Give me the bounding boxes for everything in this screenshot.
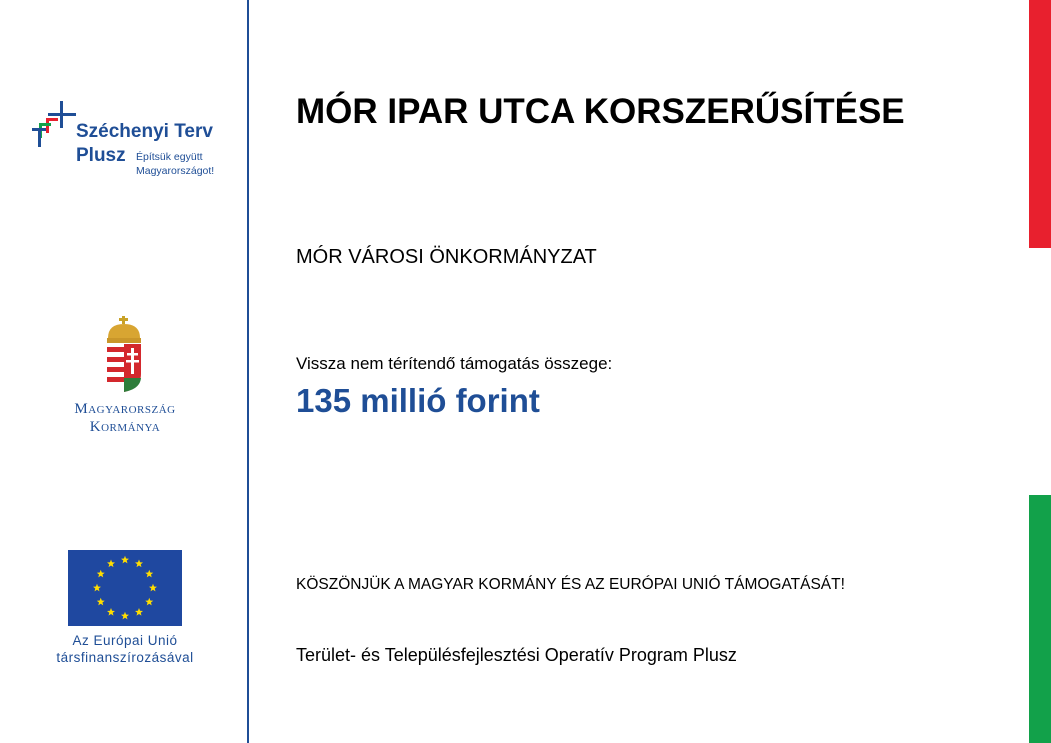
eu-star xyxy=(107,608,115,616)
eu-star xyxy=(149,583,157,592)
project-title: MÓR IPAR UTCA KORSZERŰSÍTÉSE xyxy=(296,92,905,131)
eu-line-2: társfinanszírozásával xyxy=(56,650,194,665)
eu-star xyxy=(135,559,143,568)
eu-star xyxy=(96,597,105,606)
coat-of-arms-icon xyxy=(107,316,141,392)
eu-stars-icon xyxy=(93,555,157,620)
eu-star xyxy=(107,559,115,568)
government-line-1: Magyarország xyxy=(74,401,176,417)
slogan-line-2: Magyarországot! xyxy=(136,165,215,177)
szechenyi-slogan: Építsük együtt Magyarországot! xyxy=(136,150,214,178)
thanks-text: KÖSZÖNJÜK A MAGYAR KORMÁNY ÉS AZ EURÓPAI… xyxy=(296,576,845,593)
eu-star xyxy=(121,555,129,564)
eu-flag xyxy=(68,550,182,626)
green-stripe xyxy=(1029,495,1051,743)
eu-line-1: Az Európai Unió xyxy=(72,633,178,648)
grant-amount: 135 millió forint xyxy=(296,382,540,419)
grant-amount-label: Vissza nem térítendő támogatás összege: xyxy=(296,354,613,373)
government-name: Magyarország Kormánya xyxy=(40,400,210,436)
szechenyi-cross-icon xyxy=(32,101,76,147)
program-name: Terület- és Településfejlesztési Operatí… xyxy=(296,645,737,665)
szechenyi-plusz: Plusz xyxy=(76,145,126,166)
slogan-line-1: Építsük együtt xyxy=(136,151,203,163)
government-line-2: Kormánya xyxy=(89,419,161,435)
szechenyi-title: Széchenyi Terv xyxy=(76,121,213,142)
vertical-divider xyxy=(247,0,249,743)
eu-star xyxy=(135,608,143,616)
eu-star xyxy=(145,597,154,606)
beneficiary: MÓR VÁROSI ÖNKORMÁNYZAT xyxy=(296,246,597,268)
eu-cofinancing-text: Az Európai Unió társfinanszírozásával xyxy=(30,632,220,666)
eu-star xyxy=(93,583,101,592)
eu-star xyxy=(96,569,105,578)
red-stripe xyxy=(1029,0,1051,248)
eu-star xyxy=(145,569,154,578)
eu-star xyxy=(121,611,129,620)
